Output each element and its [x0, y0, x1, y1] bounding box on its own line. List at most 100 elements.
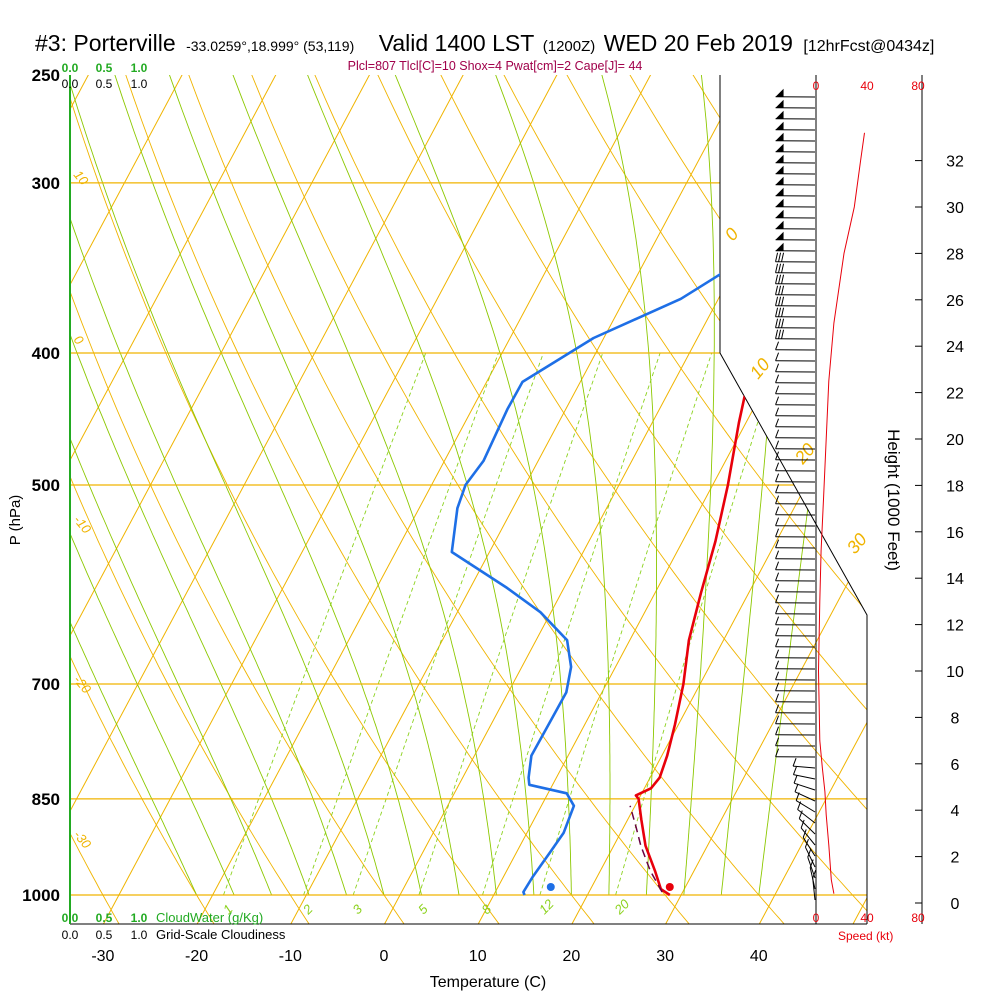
moist-adiabat-line [70, 75, 273, 896]
wind-barb [775, 352, 816, 362]
wind-barb [775, 242, 816, 252]
isotherm-line [102, 75, 571, 924]
moist-adiabat-line [683, 75, 715, 896]
isotherm-line [196, 75, 664, 924]
isotherm-label: 30 [843, 529, 871, 557]
isotherm-line [289, 75, 758, 924]
height-tick-label: 6 [951, 757, 960, 774]
cloudiness-tick: 0.0 [62, 928, 79, 942]
mixing-ratio-label: 12 [536, 896, 557, 917]
wind-barb [775, 473, 816, 483]
isotherm-label: 0 [721, 224, 743, 245]
temperature-tick-label: 0 [380, 948, 389, 965]
cloudiness-tick: 1.0 [131, 77, 148, 91]
pressure-tick-label: 850 [32, 790, 60, 809]
x-axis-title: Temperature (C) [430, 974, 546, 991]
height-tick-label: 8 [951, 710, 960, 727]
moist-adiabat-line [758, 75, 862, 896]
wind-speed-tick: 80 [911, 911, 925, 925]
wind-barb [775, 274, 816, 285]
frame-right-edge [719, 75, 868, 924]
wind-barb [775, 704, 816, 714]
mixing-ratio-line [482, 352, 661, 896]
dry-adiabat-line [117, 75, 595, 924]
isotherm-line [70, 75, 477, 924]
height-tick-label: 2 [951, 850, 960, 867]
isotherm-label: -30 [71, 827, 95, 852]
surface-temperature-marker [665, 883, 674, 891]
pressure-tick-label: 300 [32, 174, 60, 193]
temperature-tick-label: 20 [563, 948, 581, 965]
wind-barb [775, 220, 816, 230]
moist-adiabat-line [70, 75, 310, 896]
wind-barb [775, 627, 816, 637]
surface-markers [546, 883, 674, 891]
moist-adiabat-line [160, 75, 460, 896]
isotherm-label: 10 [746, 354, 774, 382]
wind-speed-tick: 40 [860, 911, 874, 925]
y-axis-title: P (hPa) [7, 495, 24, 546]
mixing-ratio-label: 20 [611, 896, 633, 918]
isotherm-line [570, 75, 867, 924]
temperature-tick-label: 40 [750, 948, 768, 965]
dewpoint-line [450, 102, 794, 896]
moist-adiabat-line [223, 75, 497, 896]
dry-adiabat-line [70, 75, 120, 924]
wind-barb [775, 649, 816, 659]
wind-barb [775, 252, 816, 263]
dry-adiabat-line [553, 75, 867, 924]
wind-barb [798, 810, 816, 835]
temperature-tick-label: -20 [185, 948, 208, 965]
wind-barb [775, 165, 816, 175]
isotherm-label: -20 [71, 672, 95, 697]
moist-adiabat-line [70, 75, 347, 896]
height-tick-label: 24 [946, 339, 964, 356]
moist-adiabat-line [384, 75, 572, 896]
cloud-water-tick: 0.0 [62, 61, 79, 75]
wind-barb [775, 693, 816, 703]
mixing-ratio-label: 5 [415, 901, 431, 917]
height-tick-label: 0 [951, 896, 960, 913]
wind-barb [775, 187, 816, 197]
isotherm-line [758, 75, 867, 924]
cloud-water-label: CloudWater (g/Kg) [156, 910, 263, 925]
moist-adiabat-line [106, 75, 422, 896]
mixing-ratio-line [418, 352, 604, 896]
wind-barb [792, 757, 816, 769]
wind-barb [775, 517, 816, 527]
moist-adiabat-line [70, 75, 385, 896]
wind-barb [775, 110, 816, 120]
wind-barb [775, 605, 816, 615]
height-tick-label: 14 [946, 571, 964, 588]
cloud-water-tick: 0.5 [96, 61, 113, 75]
wind-barb [775, 495, 816, 505]
isotherm-label: 10 [71, 167, 92, 188]
wind-barb [775, 572, 816, 582]
temperature-tick-label: -10 [279, 948, 302, 965]
wind-barb [794, 783, 816, 802]
wind-speed-tick: 40 [860, 79, 874, 93]
wind-barb [775, 561, 816, 571]
cloud-water-tick: 0.5 [96, 911, 113, 925]
temperature-tick-label: 10 [469, 948, 487, 965]
isotherm-line [664, 75, 867, 924]
wind-barb [802, 829, 816, 857]
wind-barb [775, 363, 816, 373]
wind-speed-tick: 0 [813, 79, 820, 93]
wind-barb [775, 296, 816, 307]
wind-barb [775, 748, 816, 758]
wind-speed-tick: 80 [911, 79, 925, 93]
dry-adiabat-line [179, 75, 690, 924]
wind-barb [775, 385, 816, 395]
wind-barb [775, 539, 816, 549]
moist-adiabat-line [485, 75, 611, 895]
wind-barb [812, 869, 817, 901]
isotherm-line [70, 75, 196, 924]
wind-barb [775, 209, 816, 219]
wind-barb [775, 374, 816, 384]
height-tick-label: 12 [946, 618, 964, 635]
dry-adiabat-line [70, 75, 310, 924]
wind-speed-tick: 0 [813, 911, 820, 925]
wind-barb [775, 285, 816, 296]
